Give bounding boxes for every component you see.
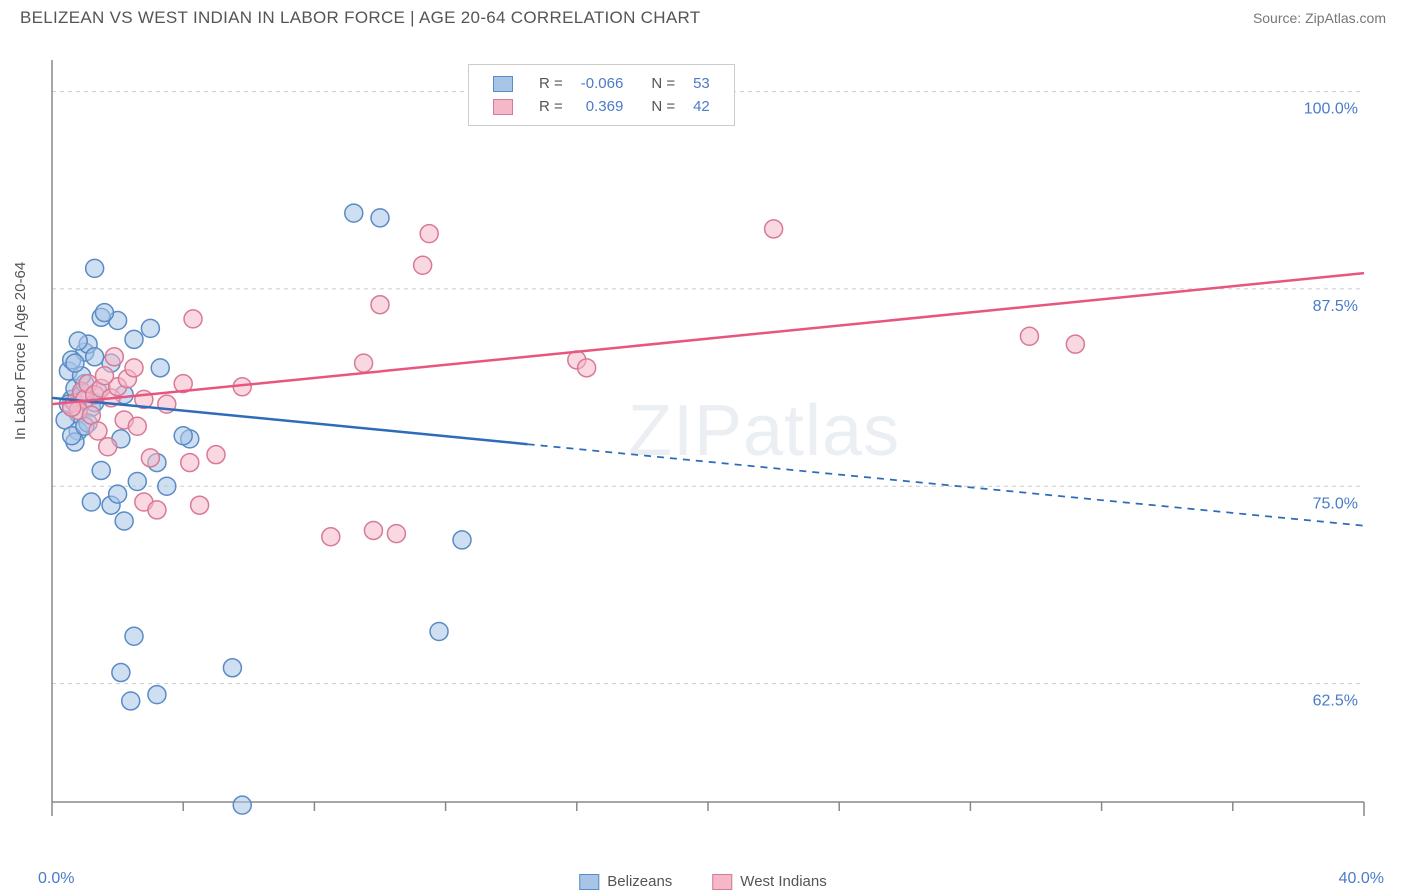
y-axis-label: In Labor Force | Age 20-64 bbox=[12, 262, 29, 440]
svg-text:62.5%: 62.5% bbox=[1313, 693, 1358, 710]
series-legend: Belizeans West Indians bbox=[579, 873, 826, 890]
svg-text:100.0%: 100.0% bbox=[1304, 101, 1358, 118]
legend-item: West Indians bbox=[712, 873, 826, 890]
chart-area: 62.5%75.0%87.5%100.0% ZIPatlas R =-0.066… bbox=[48, 60, 1368, 830]
chart-svg: 62.5% 75.0% 87.5% 100.0% bbox=[48, 60, 1368, 830]
x-max-label: 40.0% bbox=[1339, 870, 1384, 888]
svg-text:75.0%: 75.0% bbox=[1313, 495, 1358, 512]
x-min-label: 0.0% bbox=[38, 870, 74, 888]
chart-source: Source: ZipAtlas.com bbox=[1253, 10, 1386, 26]
correlation-legend: R =-0.066N =53R =0.369N =42 bbox=[468, 64, 735, 126]
chart-title: BELIZEAN VS WEST INDIAN IN LABOR FORCE |… bbox=[20, 8, 700, 28]
svg-text:87.5%: 87.5% bbox=[1313, 298, 1358, 315]
legend-item: Belizeans bbox=[579, 873, 672, 890]
